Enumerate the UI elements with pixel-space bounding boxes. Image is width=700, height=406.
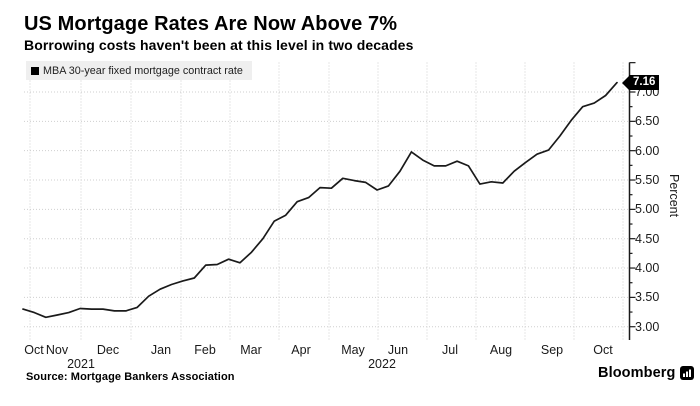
y-tick-label: 6.00 xyxy=(635,143,660,158)
chart-subtitle: Borrowing costs haven't been at this lev… xyxy=(24,37,414,53)
x-tick-label: Apr xyxy=(291,343,311,357)
x-tick-label: Sep xyxy=(540,343,564,357)
x-tick-label: May xyxy=(341,343,365,357)
last-value-callout: 7.16 xyxy=(629,75,660,90)
y-tick-label: 3.00 xyxy=(635,319,660,334)
x-tick-label: Mar xyxy=(240,343,262,357)
y-axis-title: Percent xyxy=(667,174,681,218)
x-tick-label: Nov xyxy=(45,343,69,357)
bloomberg-wordmark: Bloomberg xyxy=(598,365,676,381)
y-tick-label: 4.50 xyxy=(635,231,660,246)
x-tick-label: Dec xyxy=(96,343,120,357)
y-tick-label: 6.50 xyxy=(635,114,660,129)
x-tick-label: Aug xyxy=(489,343,513,357)
x-tick-label: Oct xyxy=(593,343,613,357)
x-tick-label: Jul xyxy=(442,343,458,357)
legend-label: MBA 30-year fixed mortgage contract rate xyxy=(43,64,243,77)
y-tick-label: 3.50 xyxy=(635,290,660,305)
y-tick-label: 4.00 xyxy=(635,261,660,276)
x-tick-label: Feb xyxy=(194,343,216,357)
x-tick-label: Oct xyxy=(24,343,44,357)
x-tick-label: Jan xyxy=(150,343,172,357)
bloomberg-logo: Bloomberg xyxy=(598,365,695,381)
legend-swatch xyxy=(31,66,39,75)
year-label: 2021 xyxy=(67,357,95,371)
year-label: 2022 xyxy=(368,357,396,371)
x-tick-label: Jun xyxy=(387,343,409,357)
series-line-mba-rate xyxy=(22,81,618,319)
source-note: Source: Mortgage Bankers Association xyxy=(26,371,235,383)
bloomberg-logo-icon xyxy=(680,366,695,380)
y-tick-label: 5.00 xyxy=(635,202,660,217)
chart-title: US Mortgage Rates Are Now Above 7% xyxy=(24,13,398,35)
y-tick-label: 5.50 xyxy=(635,173,660,188)
legend: MBA 30-year fixed mortgage contract rate xyxy=(26,61,252,80)
